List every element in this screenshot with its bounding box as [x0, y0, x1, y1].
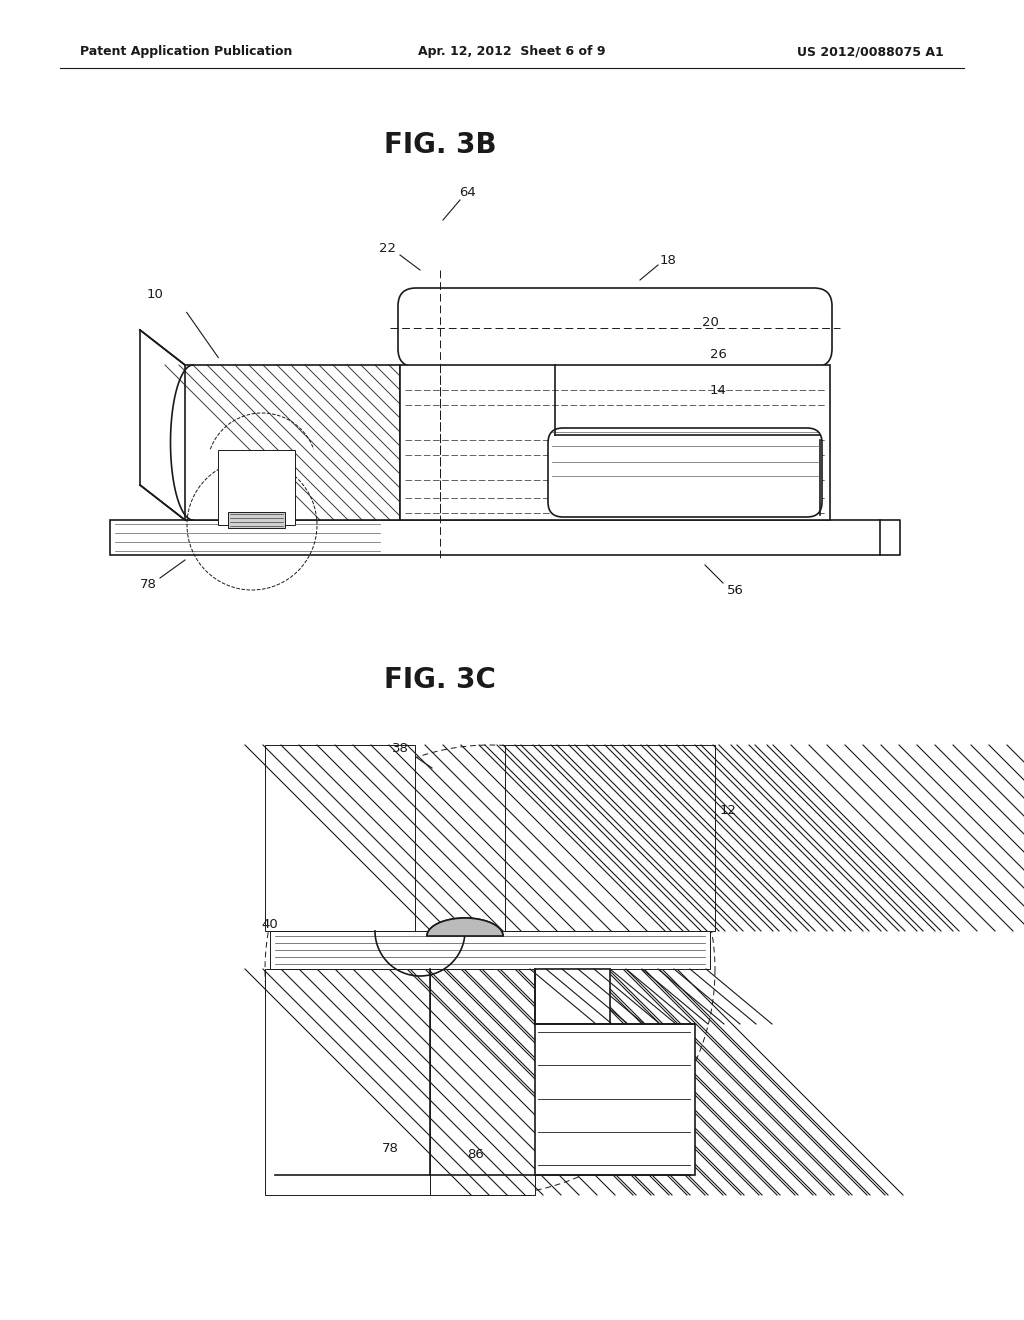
Bar	[265, 969, 430, 1195]
Bar	[270, 931, 710, 969]
Bar	[535, 1024, 695, 1175]
Text: 64: 64	[460, 186, 476, 198]
Bar	[265, 744, 415, 931]
Text: 56: 56	[727, 583, 743, 597]
Text: 12: 12	[720, 804, 736, 817]
Text: 38: 38	[391, 742, 409, 755]
Text: Patent Application Publication: Patent Application Publication	[80, 45, 293, 58]
Text: 26: 26	[710, 348, 726, 362]
Polygon shape	[427, 917, 503, 936]
Bar	[185, 366, 400, 520]
Bar	[400, 366, 830, 520]
Bar	[505, 744, 715, 931]
Text: 78: 78	[382, 1142, 398, 1155]
Bar	[218, 450, 295, 525]
Text: 20: 20	[701, 317, 719, 330]
Text: 86: 86	[467, 1148, 483, 1162]
Text: 14: 14	[710, 384, 726, 396]
Text: FIG. 3B: FIG. 3B	[384, 131, 497, 158]
Bar	[430, 969, 535, 1195]
Text: 84: 84	[557, 1143, 573, 1156]
Text: 10: 10	[146, 289, 164, 301]
Text: US 2012/0088075 A1: US 2012/0088075 A1	[798, 45, 944, 58]
Bar	[535, 969, 610, 1024]
Text: 40: 40	[261, 919, 279, 932]
Bar	[228, 512, 285, 528]
FancyBboxPatch shape	[548, 428, 822, 517]
Text: 22: 22	[380, 242, 396, 255]
FancyBboxPatch shape	[398, 288, 831, 367]
Bar	[110, 520, 880, 554]
Text: Apr. 12, 2012  Sheet 6 of 9: Apr. 12, 2012 Sheet 6 of 9	[418, 45, 606, 58]
Text: 18: 18	[659, 253, 677, 267]
Text: FIG. 3C: FIG. 3C	[384, 667, 496, 694]
Text: 78: 78	[139, 578, 157, 591]
